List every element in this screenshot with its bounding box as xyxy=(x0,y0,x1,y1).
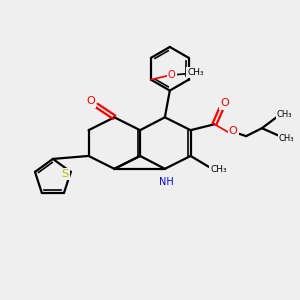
Text: CH₃: CH₃ xyxy=(279,134,295,142)
Text: O: O xyxy=(220,98,229,108)
Text: CH₃: CH₃ xyxy=(187,68,204,77)
Text: O: O xyxy=(86,97,95,106)
Text: S: S xyxy=(61,169,68,179)
Text: O: O xyxy=(229,126,238,136)
Text: CH₃: CH₃ xyxy=(277,110,292,119)
Text: CH₃: CH₃ xyxy=(210,165,227,174)
Text: NH: NH xyxy=(160,177,174,187)
Text: O: O xyxy=(168,70,176,80)
